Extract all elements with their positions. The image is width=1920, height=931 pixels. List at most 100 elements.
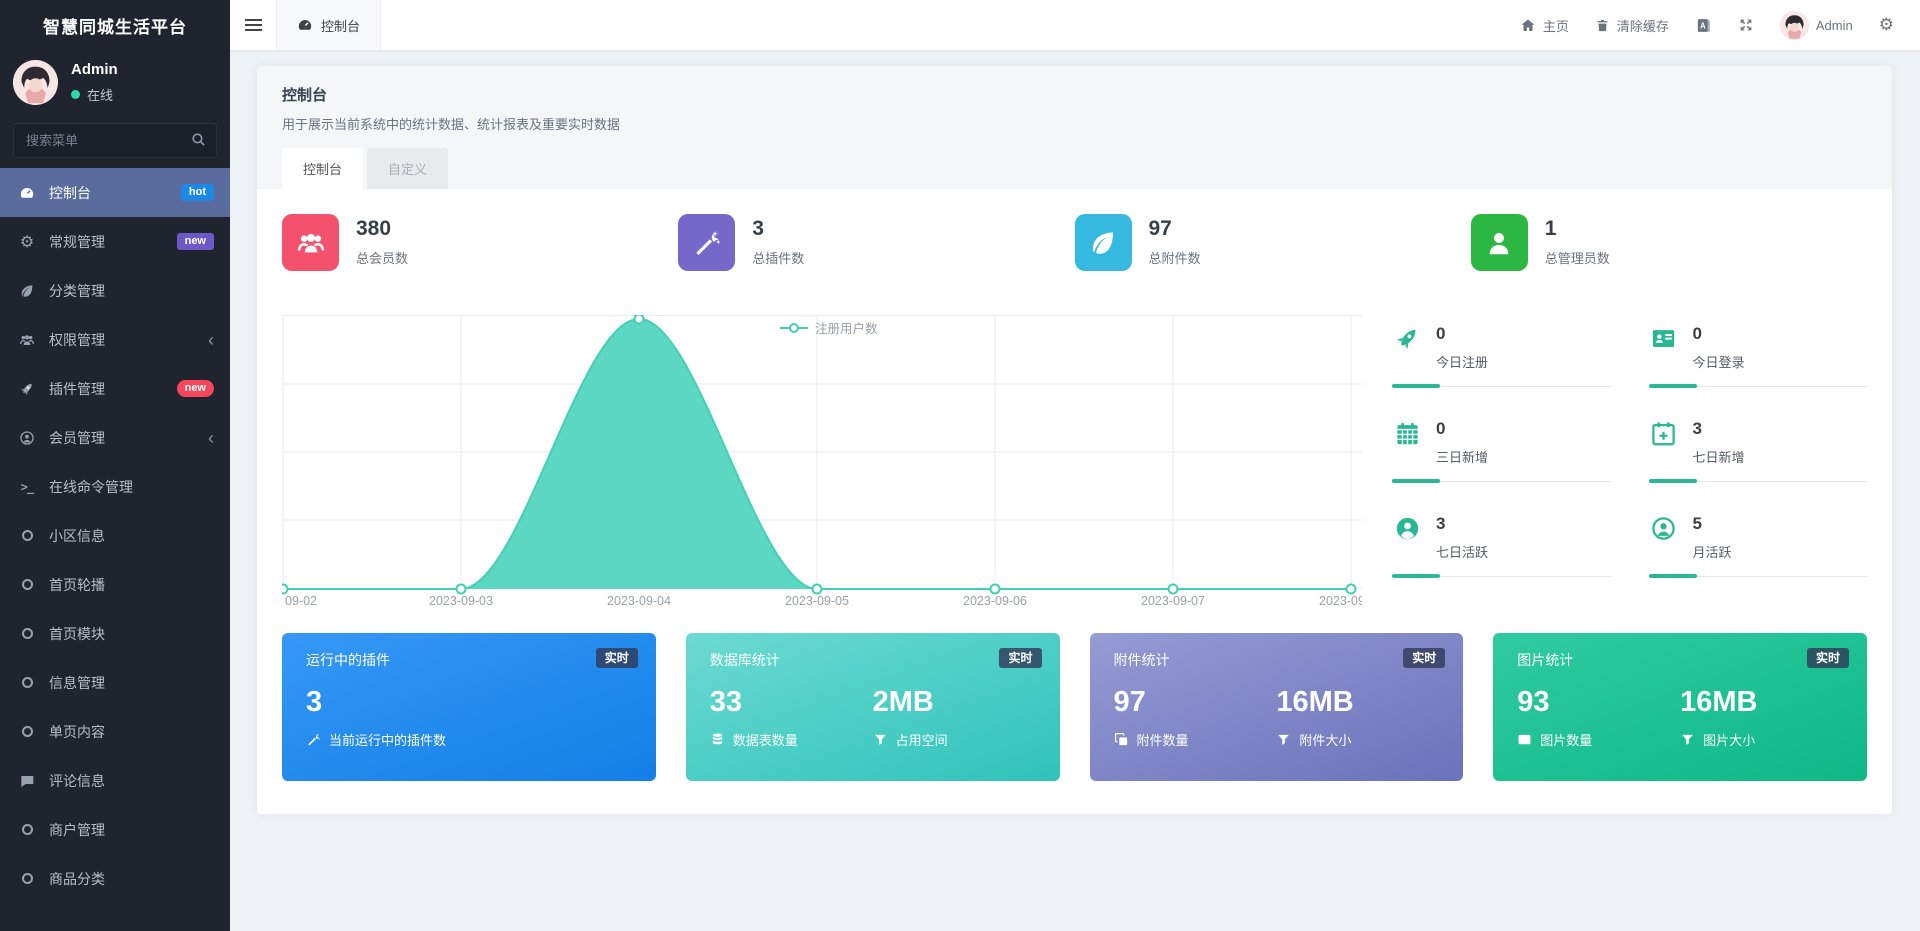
dashboard-panel: 控制台 用于展示当前系统中的统计数据、统计报表及重要实时数据 控制台 自定义 38… [257,66,1892,814]
avatar[interactable] [13,60,58,105]
svg-text:2023-09-08: 2023-09-08 [1319,594,1362,607]
rocket-icon [1392,325,1422,352]
user-block: Admin 在线 [0,50,230,117]
sidebar-item-12[interactable]: 单页内容 [0,707,230,756]
realtime-card-1: 运行中的插件 实时 3 当前运行中的插件数 [282,633,656,781]
mini-stat-2: 0 今日登录 [1648,324,1867,405]
card-title: 图片统计 [1517,652,1574,668]
sidebar-search [13,123,217,158]
sidebar-item-8[interactable]: 小区信息 [0,511,230,560]
sidebar-item-label: 会员管理 [49,429,105,446]
topbar-tab-label: 控制台 [321,18,361,34]
stat-label: 总会员数 [356,251,409,266]
sidebar-item-1[interactable]: 控制台 hot [0,168,230,217]
sidebar-item-label: 商品分类 [49,870,105,887]
user-icon [1470,214,1528,271]
sidebar-item-11[interactable]: 信息管理 [0,658,230,707]
sidebar-item-label: 首页轮播 [49,576,105,593]
card-metric-value: 16MB [1680,686,1758,718]
sidebar-item-3[interactable]: 分类管理 [0,266,230,315]
leaf-icon [1074,214,1132,271]
card-metric-value: 3 [306,686,323,718]
mini-stat-label: 三日新增 [1436,450,1489,465]
mini-stat-value: 5 [1692,514,1702,533]
svg-text:2023-09-05: 2023-09-05 [785,594,849,607]
stat-value: 380 [356,217,392,240]
wand-icon [306,732,321,747]
clear-cache-button[interactable]: 清除缓存 [1595,16,1669,35]
app-logo: 智慧同城生活平台 [43,17,187,37]
stat-card-4: 1 总管理员数 [1470,214,1867,271]
language-button[interactable]: A [1695,17,1712,34]
home-button[interactable]: 主页 [1520,16,1569,35]
sidebar-item-4[interactable]: 权限管理 ‹ [0,315,230,364]
sidebar-toggle-button[interactable] [230,0,276,50]
stat-value: 97 [1148,217,1172,240]
panel-header: 控制台 用于展示当前系统中的统计数据、统计报表及重要实时数据 控制台 自定义 [257,66,1892,189]
sidebar-item-13[interactable]: 评论信息 [0,756,230,805]
tachometer-icon [297,17,313,33]
mini-stat-6: 5 月活跃 [1648,514,1867,595]
mini-stat-underline [1392,479,1611,483]
mini-stat-value: 0 [1692,324,1702,343]
topbar-tab-dashboard[interactable]: 控制台 [276,0,382,50]
legend-marker-icon [780,322,808,334]
stat-value: 1 [1544,217,1557,240]
sidebar-item-5[interactable]: 插件管理 new [0,364,230,413]
chart-legend[interactable]: 注册用户数 [780,318,878,337]
mini-stats-grid: 0 今日注册 0 今日登录 0 三日新增 3 七日新增 3 七日活跃 5 月活跃 [1392,315,1867,607]
filter-icon [1276,732,1291,747]
users-icon [282,214,339,271]
fullscreen-button[interactable] [1738,17,1754,33]
mini-stat-value: 0 [1436,419,1446,438]
stat-value: 3 [752,217,764,240]
sidebar-item-label: 插件管理 [49,380,105,397]
realtime-cards-row: 运行中的插件 实时 3 当前运行中的插件数 数据库统计 实时 33 数据表数量 2MB 占用空间 附… [282,633,1867,781]
circle-icon [16,726,38,737]
realtime-card-2: 数据库统计 实时 33 数据表数量 2MB 占用空间 [685,633,1060,781]
users-icon [16,332,38,348]
sidebar-item-15[interactable]: 商品分类 [0,854,230,903]
topbar-avatar [1779,10,1809,40]
circle-icon [16,824,38,835]
sidebar-item-6[interactable]: 会员管理 ‹ [0,413,230,462]
chart-row: 09-02 2023-09-03 2023-09-04 2023-09-05 2023-… [277,313,1867,608]
svg-text:09-02: 09-02 [285,594,317,607]
database-icon [710,732,725,747]
sidebar-item-label: 首页模块 [49,625,105,642]
avatar-illustration [13,60,58,105]
search-input[interactable] [13,123,217,158]
stat-label: 总附件数 [1148,251,1201,266]
svg-text:2023-09-06: 2023-09-06 [963,594,1027,607]
settings-button[interactable]: ⚙ [1879,16,1894,34]
sidebar-item-label: 商户管理 [49,821,105,838]
sidebar-item-2[interactable]: ⚙ 常规管理 new [0,217,230,266]
sidebar-item-10[interactable]: 首页模块 [0,609,230,658]
comment-icon [16,773,38,789]
topbar-user-label: Admin [1815,17,1853,33]
sidebar-item-label: 评论信息 [49,772,105,789]
badge-new: new [176,380,214,397]
trash-icon [1595,18,1610,33]
mini-stat-4: 3 七日新增 [1648,419,1867,500]
chevron-left-icon: ‹ [208,427,214,448]
realtime-card-4: 图片统计 实时 93 图片数量 16MB 图片大小 [1493,633,1867,781]
sidebar-item-14[interactable]: 商户管理 [0,805,230,854]
user-status-label: 在线 [87,88,114,103]
mini-stat-value: 0 [1436,324,1446,343]
tab-2[interactable]: 自定义 [367,148,449,189]
svg-text:A: A [1700,21,1706,30]
mini-stat-value: 3 [1692,419,1702,438]
stats-row: 380 总会员数 3 总插件数 97 总附件数 1 总管理员数 [282,201,1867,271]
sidebar-item-7[interactable]: >_ 在线命令管理 [0,462,230,511]
stat-label: 总管理员数 [1544,251,1610,266]
sidebar-item-9[interactable]: 首页轮播 [0,560,230,609]
mini-stat-1: 0 今日注册 [1392,325,1611,405]
tab-1[interactable]: 控制台 [282,148,364,189]
calendar-icon [1392,420,1422,447]
user-menu[interactable]: Admin [1779,10,1853,40]
wand-icon [678,214,736,271]
language-icon: A [1695,17,1712,34]
search-icon [190,131,207,148]
mini-stat-label: 今日注册 [1436,355,1489,370]
